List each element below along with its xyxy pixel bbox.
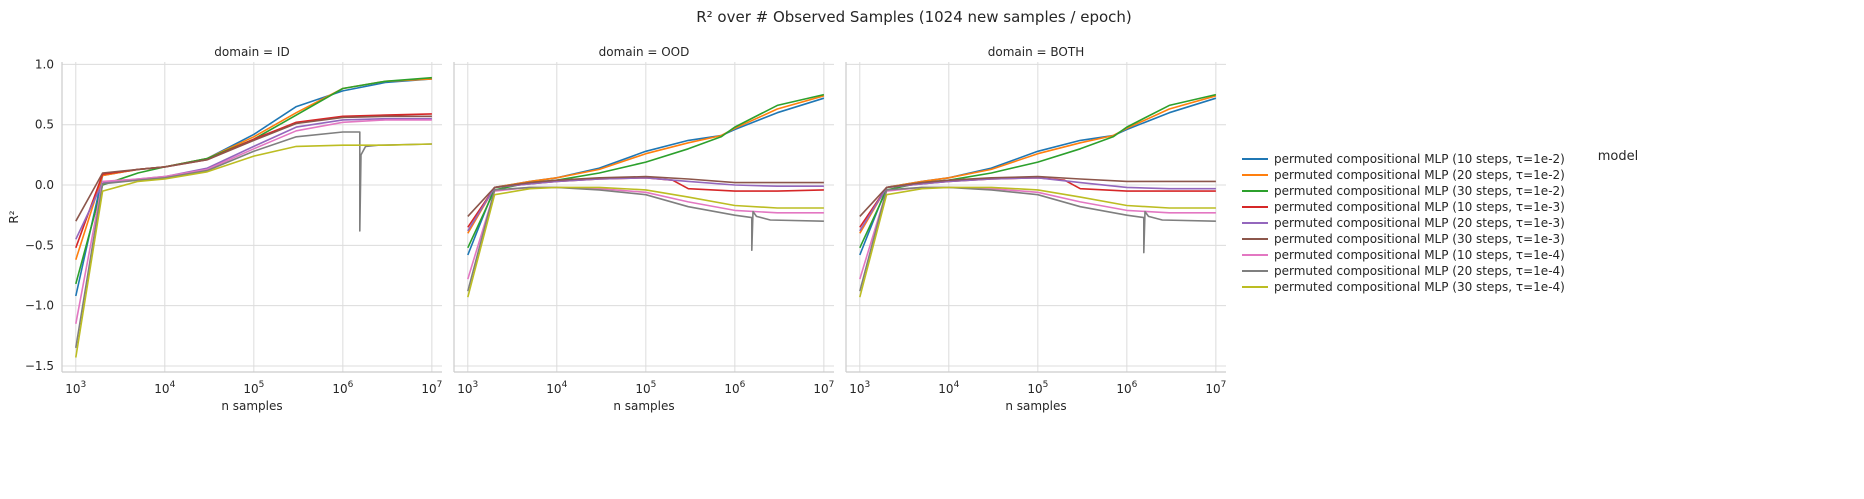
legend-label: permuted compositional MLP (10 steps, τ=…: [1274, 248, 1565, 262]
series-line-9: [75, 143, 432, 358]
y-tick-label: −1.0: [25, 299, 54, 313]
x-axis-label: n samples: [1005, 399, 1066, 413]
x-tick-label: 104: [154, 380, 175, 396]
series-group: [75, 76, 432, 358]
series-line-6: [859, 175, 1216, 217]
panel-1: domain = ID 103 104 105 106 107 n samples −1.5 −…: [7, 45, 442, 413]
series-group: [467, 93, 825, 298]
legend-items: permuted compositional MLP (10 steps, τ=…: [1242, 152, 1565, 294]
legend-label: permuted compositional MLP (20 steps, τ=…: [1274, 168, 1565, 182]
x-tick-label: 103: [849, 380, 870, 396]
legend-label: permuted compositional MLP (10 steps, τ=…: [1274, 152, 1565, 166]
legend-title: model: [1598, 149, 1638, 164]
series-group: [859, 93, 1217, 298]
x-tick-label: 107: [1205, 380, 1226, 396]
grid: [62, 62, 442, 372]
y-axis-label: R²: [7, 210, 21, 223]
x-tick-label: 105: [635, 380, 656, 396]
x-tick-label: 105: [1027, 380, 1048, 396]
plot-area: [454, 62, 834, 372]
plot-area: [62, 62, 442, 372]
x-axis-label: n samples: [221, 399, 282, 413]
x-tick-label: 107: [813, 380, 834, 396]
panel-3: domain = BOTH 103 104 105 106 107 n samples: [845, 45, 1226, 413]
x-tick-label: 107: [421, 380, 442, 396]
figure-title: R² over # Observed Samples (1024 new sam…: [696, 8, 1132, 26]
legend: model permuted compositional MLP (10 ste…: [1242, 149, 1638, 294]
y-tick-label: 1.0: [35, 57, 54, 71]
x-tick-label: 106: [724, 380, 745, 396]
x-tick-label: 103: [65, 380, 86, 396]
panels: domain = ID 103 104 105 106 107 n samples −1.5 −…: [7, 45, 1226, 413]
panel-title: domain = OOD: [599, 45, 690, 59]
series-line-6: [467, 175, 824, 217]
panel-title: domain = BOTH: [988, 45, 1084, 59]
series-line-6: [75, 115, 432, 222]
x-tick-label: 104: [546, 380, 567, 396]
panel-2: domain = OOD 103 104 105 106 107 n samples: [453, 45, 834, 413]
y-tick-label: −1.5: [25, 359, 54, 373]
x-tick-label: 103: [457, 380, 478, 396]
x-tick-label: 106: [332, 380, 353, 396]
series-line-9: [859, 186, 1216, 298]
series-line-8: [859, 186, 1216, 292]
y-tick-label: 0.0: [35, 178, 54, 192]
grid: [846, 62, 1226, 372]
legend-label: permuted compositional MLP (30 steps, τ=…: [1274, 232, 1565, 246]
series-line-7: [75, 119, 432, 324]
x-axis-label: n samples: [613, 399, 674, 413]
legend-label: permuted compositional MLP (20 steps, τ=…: [1274, 264, 1565, 278]
legend-label: permuted compositional MLP (30 steps, τ=…: [1274, 184, 1565, 198]
series-line-9: [467, 186, 824, 298]
panel-title: domain = ID: [214, 45, 289, 59]
series-line-8: [75, 131, 432, 349]
legend-label: permuted compositional MLP (20 steps, τ=…: [1274, 216, 1565, 230]
plot-area: [846, 62, 1226, 372]
series-line-8: [467, 186, 824, 292]
grid: [454, 62, 834, 372]
x-tick-label: 104: [938, 380, 959, 396]
legend-label: permuted compositional MLP (30 steps, τ=…: [1274, 280, 1565, 294]
x-tick-label: 106: [1116, 380, 1137, 396]
y-tick-label: 0.5: [35, 118, 54, 132]
y-tick-label: −0.5: [25, 238, 54, 252]
legend-label: permuted compositional MLP (10 steps, τ=…: [1274, 200, 1565, 214]
x-tick-label: 105: [243, 380, 264, 396]
